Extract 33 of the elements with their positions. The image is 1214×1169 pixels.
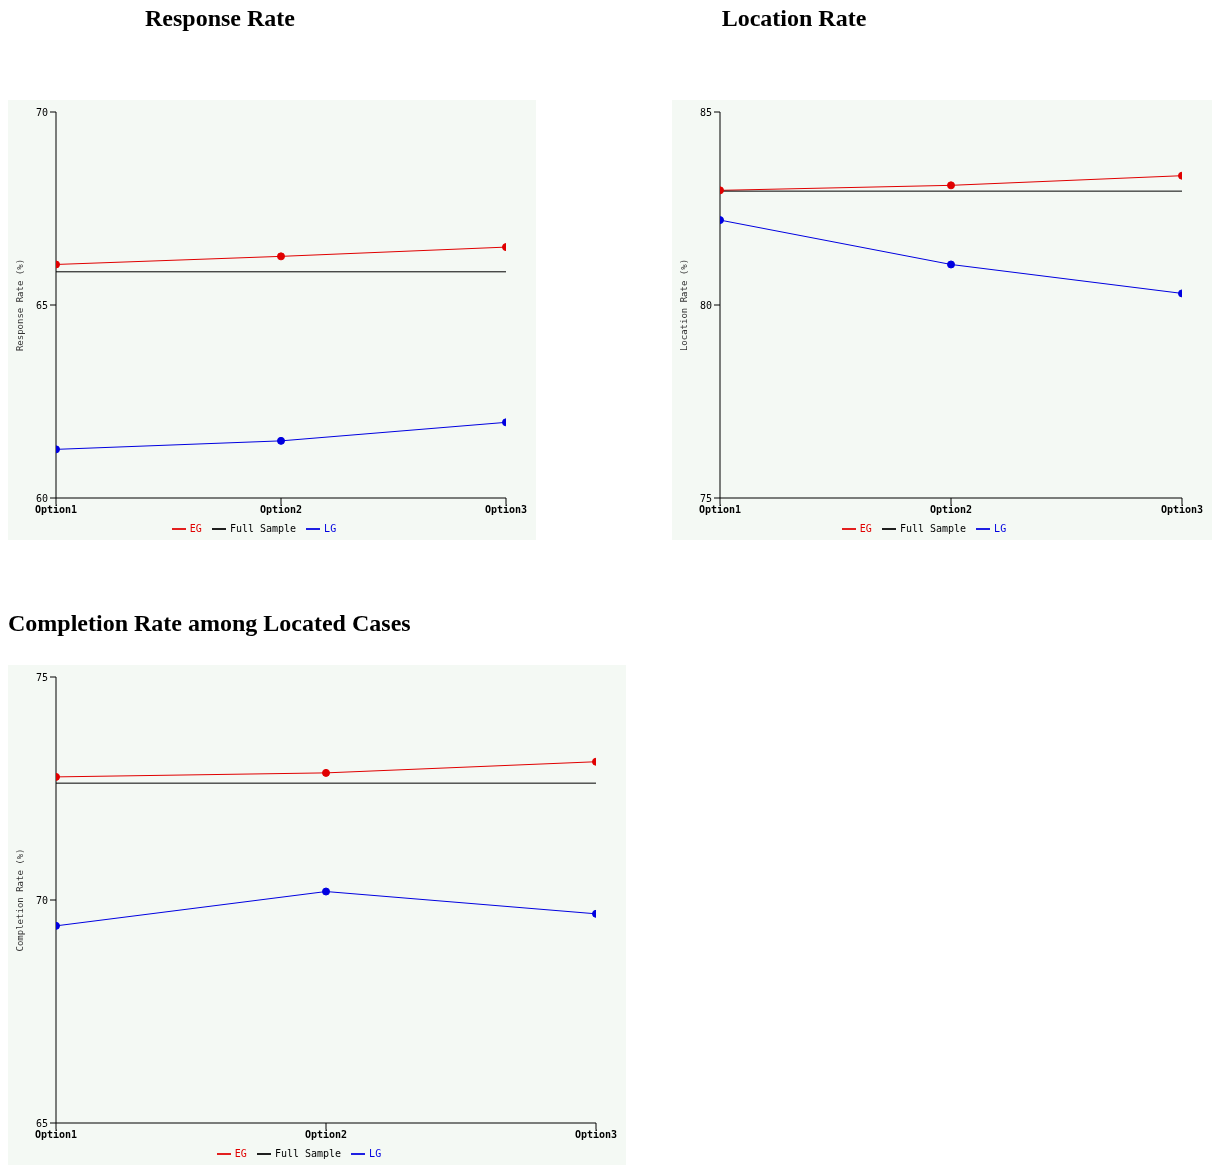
y-tick-label: 80 xyxy=(699,299,712,311)
x-tick-label: Option1 xyxy=(698,504,742,516)
legend-label: Full Sample xyxy=(899,523,967,534)
y-tick-label: 85 xyxy=(699,106,712,118)
chart-title: Location Rate xyxy=(720,4,868,33)
x-tick-label: Option1 xyxy=(34,504,78,516)
legend-label: Full Sample xyxy=(229,523,297,534)
chart-title: Completion Rate among Located Cases xyxy=(7,609,412,638)
chart-title: Response Rate xyxy=(144,4,296,33)
legend-label: EG xyxy=(234,1148,247,1159)
legend-label: LG xyxy=(369,1148,382,1159)
legend-label: LG xyxy=(994,523,1007,534)
y-tick-label: 70 xyxy=(35,894,48,906)
x-tick-label: Option3 xyxy=(574,1129,618,1141)
y-axis-title: Response Rate (%) xyxy=(15,258,26,352)
y-tick-label: 60 xyxy=(35,492,48,504)
legend-label: Full Sample xyxy=(274,1148,342,1159)
y-tick-label: 65 xyxy=(35,299,48,311)
y-tick-label: 75 xyxy=(699,492,712,504)
x-tick-label: Option1 xyxy=(34,1129,78,1141)
y-tick-label: 75 xyxy=(35,671,48,683)
y-tick-label: 65 xyxy=(35,1117,48,1129)
y-axis-title: Completion Rate (%) xyxy=(15,848,26,952)
x-tick-label: Option3 xyxy=(484,504,528,516)
x-tick-label: Option2 xyxy=(929,504,973,516)
x-tick-label: Option3 xyxy=(1160,504,1204,516)
x-tick-label: Option2 xyxy=(304,1129,348,1141)
y-axis-title: Location Rate (%) xyxy=(679,258,690,352)
y-tick-label: 70 xyxy=(35,106,48,118)
legend-label: EG xyxy=(859,523,872,534)
x-tick-label: Option2 xyxy=(259,504,303,516)
legend-label: EG xyxy=(189,523,202,534)
legend-label: LG xyxy=(324,523,337,534)
